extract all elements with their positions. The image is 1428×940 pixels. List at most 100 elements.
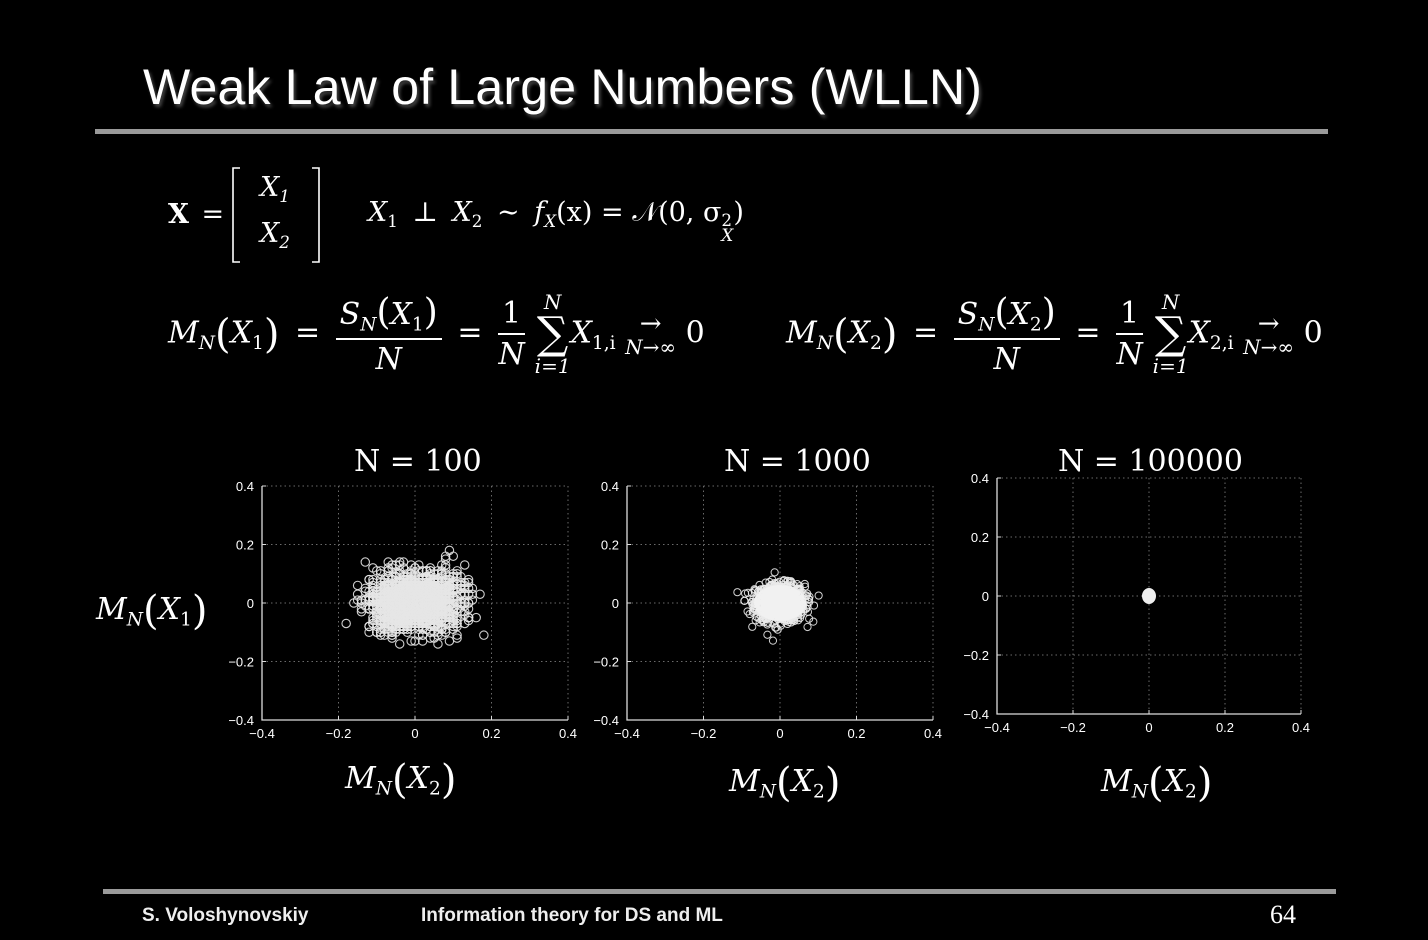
- x-tick-label: −0.4: [249, 726, 275, 741]
- data-point: [410, 598, 420, 608]
- x-tick-label: 0: [411, 726, 418, 741]
- data-point: [479, 630, 489, 640]
- data-point: [368, 618, 378, 629]
- y-tick-label: 0.2: [601, 538, 619, 553]
- x-tick-label: −0.2: [326, 726, 352, 741]
- x-axis-label-n100000: MN(X2): [1101, 760, 1213, 806]
- x-tick-label: −0.4: [984, 720, 1010, 735]
- data-point: [463, 612, 474, 623]
- x-tick-label: −0.4: [614, 726, 640, 741]
- y-tick-label: 0.2: [971, 530, 989, 545]
- data-point: [456, 571, 466, 582]
- slide-title: Weak Law of Large Numbers (WLLN): [143, 59, 983, 115]
- x-axis-label-n100: MN(X2): [345, 757, 457, 803]
- x-tick-label: 0.2: [1216, 720, 1234, 735]
- data-point: [748, 622, 757, 631]
- data-point: [433, 639, 443, 649]
- data-point: [763, 630, 772, 639]
- data-point: [803, 622, 812, 632]
- x-tick-label: 0.2: [482, 726, 500, 741]
- data-point: [783, 577, 792, 586]
- data-point: [368, 563, 378, 573]
- scatter-plot-n100000: −0.4−0.4 −0.2 −0.2 0 0 0.2 0.2 0.4 0.4: [963, 471, 1310, 735]
- data-point: [750, 585, 759, 594]
- chart-title-n1000: N = 1000: [724, 444, 871, 479]
- x-tick-label: −0.2: [691, 726, 717, 741]
- data-point: [771, 623, 780, 632]
- data-point: [459, 589, 470, 599]
- title-underline: [95, 129, 1328, 134]
- data-point: [364, 574, 374, 585]
- matrix-bracket-left: [232, 167, 240, 263]
- data-point: [471, 612, 481, 623]
- y-tick-label: −0.4: [963, 707, 989, 722]
- page-number: 64: [1270, 900, 1296, 929]
- data-point: [364, 627, 374, 638]
- matrix-bracket-right: [312, 167, 320, 263]
- data-point: [341, 618, 351, 629]
- vector-entry-1: X1: [260, 172, 290, 206]
- y-tick-label: 0: [247, 596, 254, 611]
- data-point: [745, 609, 754, 619]
- scatter-plot-n1000: −0.4−0.4 −0.2 −0.2 0 0 0.2 0.2 0.4 0.4: [593, 479, 942, 741]
- data-point: [444, 580, 455, 591]
- x-tick-label: 0.2: [847, 726, 865, 741]
- y-tick-label: −0.4: [228, 713, 254, 728]
- data-point: [448, 551, 459, 561]
- equals-sign: =: [201, 199, 225, 230]
- data-point: [387, 563, 397, 573]
- data-point: [459, 560, 470, 570]
- x-tick-label: 0.4: [559, 726, 577, 741]
- x-axis-label-n1000: MN(X2): [729, 760, 841, 806]
- data-point: [795, 582, 804, 591]
- data-point: [803, 589, 812, 598]
- data-point: [751, 585, 760, 595]
- data-point: [398, 563, 409, 573]
- data-point: [387, 598, 397, 608]
- data-point: [733, 588, 742, 597]
- data-point: [758, 616, 767, 625]
- y-tick-label: 0.4: [601, 479, 619, 494]
- y-tick-label: 0: [612, 596, 619, 611]
- data-point: [406, 636, 416, 646]
- data-point: [429, 627, 439, 638]
- scatter-points: [341, 545, 489, 649]
- bold-x-symbol: X: [168, 199, 189, 230]
- y-tick-label: −0.2: [228, 655, 254, 670]
- data-point: [444, 545, 455, 556]
- chart-title-n100: N = 100: [354, 444, 482, 479]
- data-point: [448, 615, 459, 626]
- y-axis-label: MN(X1): [96, 588, 208, 634]
- x-tick-label: 0.4: [924, 726, 942, 741]
- data-point: [352, 589, 363, 599]
- data-point-cluster: [754, 585, 806, 621]
- scatter-plot-n100: −0.4−0.4 −0.2 −0.2 0 0 0.2 0.2 0.4 0.4: [228, 479, 577, 741]
- data-point: [809, 617, 818, 626]
- data-point: [814, 591, 823, 600]
- data-point: [406, 598, 416, 608]
- chart-title-n100000: N = 100000: [1058, 444, 1243, 479]
- data-point: [803, 607, 813, 616]
- x-tick-label: 0.4: [1292, 720, 1310, 735]
- data-point: [452, 633, 462, 643]
- y-tick-label: −0.2: [963, 648, 989, 663]
- data-point: [770, 568, 779, 577]
- data-point: [437, 595, 447, 605]
- data-point: [755, 580, 764, 590]
- scatter-points: [733, 568, 823, 645]
- data-point: [740, 596, 749, 605]
- data-point: [475, 589, 485, 599]
- y-tick-label: 0.4: [971, 471, 989, 486]
- data-point: [375, 630, 386, 640]
- data-point: [440, 560, 451, 570]
- y-tick-label: −0.4: [593, 713, 619, 728]
- y-tick-label: 0: [982, 589, 989, 604]
- data-point: [421, 566, 432, 576]
- y-tick-label: 0.4: [236, 479, 254, 494]
- data-point: [360, 557, 371, 567]
- x-tick-label: 0: [776, 726, 783, 741]
- data-point: [768, 636, 778, 645]
- footer-author: S. Voloshynovskiy: [142, 905, 309, 926]
- footer-course: Information theory for DS and ML: [421, 905, 723, 926]
